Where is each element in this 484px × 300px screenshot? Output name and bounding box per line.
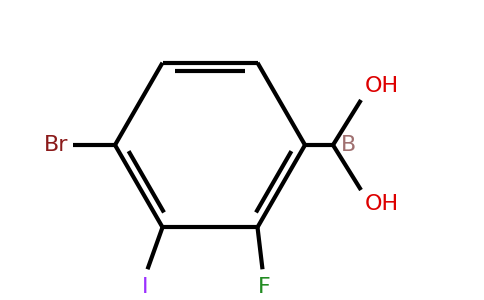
Text: B: B [341, 135, 356, 155]
Text: OH: OH [365, 76, 399, 96]
Text: OH: OH [365, 194, 399, 214]
Text: Br: Br [44, 135, 68, 155]
Text: F: F [258, 277, 271, 297]
Text: I: I [142, 277, 149, 297]
